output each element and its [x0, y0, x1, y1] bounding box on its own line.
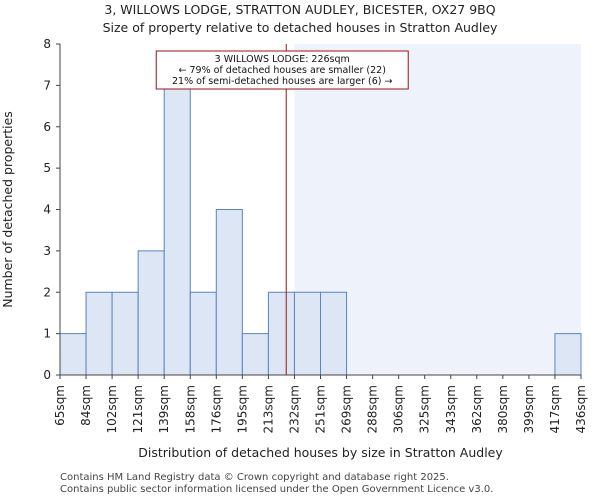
bar-232sqm [293, 291, 322, 376]
bar-195sqm [241, 333, 269, 376]
bar-176sqm [215, 209, 243, 376]
bar-158sqm [189, 291, 217, 376]
y-tick-label-2: 2 [43, 285, 51, 299]
x-tick-label-399sqm: 399sqm [522, 385, 536, 433]
bar-121sqm [137, 250, 165, 376]
y-axis-title: Number of detached properties [0, 111, 15, 308]
bar-213sqm [267, 291, 295, 376]
bar-65sqm [59, 333, 87, 376]
bar-251sqm [320, 291, 348, 376]
footer-licence: Contains public sector information licen… [60, 484, 494, 495]
annotation-line-3: 21% of semi-detached houses are larger (… [172, 76, 392, 87]
x-tick-label-269sqm: 269sqm [340, 385, 354, 433]
bar-84sqm [85, 291, 113, 376]
x-tick-label-65sqm: 65sqm [53, 385, 67, 426]
x-tick-label-158sqm: 158sqm [183, 385, 197, 433]
x-tick-label-213sqm: 213sqm [261, 385, 275, 433]
annotation-box [155, 50, 409, 90]
x-tick-label-139sqm: 139sqm [157, 385, 171, 433]
bar-102sqm [111, 291, 139, 376]
y-tick-label-6: 6 [43, 120, 51, 134]
x-tick-label-436sqm: 436sqm [574, 385, 588, 433]
x-tick-label-288sqm: 288sqm [366, 385, 380, 433]
annotation-line-2: ← 79% of detached houses are smaller (22… [179, 65, 386, 76]
y-tick-label-3: 3 [43, 244, 51, 258]
x-tick-label-176sqm: 176sqm [209, 385, 223, 433]
x-tick-label-251sqm: 251sqm [314, 385, 328, 433]
chart-title: 3, WILLOWS LODGE, STRATTON AUDLEY, BICES… [104, 2, 496, 17]
x-tick-label-102sqm: 102sqm [105, 385, 119, 433]
x-tick-label-343sqm: 343sqm [444, 385, 458, 433]
x-tick-label-195sqm: 195sqm [235, 385, 249, 433]
x-tick-label-84sqm: 84sqm [79, 385, 93, 426]
y-tick-label-8: 8 [43, 37, 51, 51]
x-tick-label-380sqm: 380sqm [496, 385, 510, 433]
annotation-line-1: 3 WILLOWS LODGE: 226sqm [215, 54, 350, 65]
x-tick-label-232sqm: 232sqm [287, 385, 301, 433]
x-tick-label-121sqm: 121sqm [131, 385, 145, 433]
y-tick-label-7: 7 [43, 78, 51, 92]
x-tick-label-417sqm: 417sqm [548, 385, 562, 433]
y-tick-label-1: 1 [43, 327, 51, 341]
bar-139sqm [163, 84, 191, 376]
y-tick-label-5: 5 [43, 161, 51, 175]
x-tick-label-325sqm: 325sqm [418, 385, 432, 433]
bar-417sqm [554, 333, 582, 376]
footer-copyright: Contains HM Land Registry data © Crown c… [60, 472, 449, 483]
chart-subtitle: Size of property relative to detached ho… [102, 20, 498, 35]
y-tick-label-4: 4 [43, 203, 51, 217]
y-tick-label-0: 0 [43, 368, 51, 382]
x-tick-label-362sqm: 362sqm [470, 385, 484, 433]
x-tick-label-306sqm: 306sqm [392, 385, 406, 433]
x-axis-title: Distribution of detached houses by size … [138, 445, 503, 460]
